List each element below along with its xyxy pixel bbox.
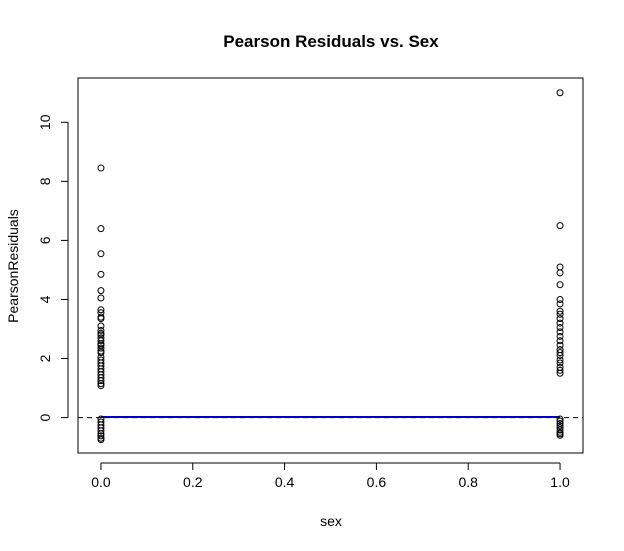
x-tick-label: 0.6 bbox=[367, 474, 387, 490]
chart-title: Pearson Residuals vs. Sex bbox=[223, 32, 439, 51]
y-tick-label: 8 bbox=[37, 177, 53, 185]
y-axis: 0 2 4 6 8 10 bbox=[37, 114, 69, 421]
data-point bbox=[556, 369, 564, 377]
data-point bbox=[97, 377, 105, 385]
data-point bbox=[556, 281, 564, 289]
x-axis-label: sex bbox=[320, 513, 342, 529]
data-point bbox=[556, 352, 564, 360]
data-point bbox=[97, 287, 105, 295]
y-axis-label: PearsonResiduals bbox=[5, 209, 21, 323]
y-tick-label: 2 bbox=[37, 354, 53, 362]
y-tick-label: 0 bbox=[37, 413, 53, 421]
y-tick-label: 10 bbox=[37, 114, 53, 130]
data-point bbox=[556, 337, 564, 345]
x-axis: 0.0 0.2 0.4 0.6 0.8 1.0 bbox=[91, 462, 570, 490]
data-point bbox=[97, 380, 105, 388]
data-point bbox=[97, 344, 105, 352]
data-point bbox=[556, 341, 564, 349]
data-point bbox=[556, 359, 564, 367]
data-point bbox=[556, 89, 564, 97]
data-point bbox=[97, 382, 105, 390]
data-point bbox=[556, 269, 564, 277]
data-point bbox=[97, 436, 105, 444]
y-tick-label: 4 bbox=[37, 295, 53, 303]
x-tick-label: 0.4 bbox=[275, 474, 295, 490]
plot-area-frame bbox=[77, 77, 584, 454]
reference-lines bbox=[78, 415, 583, 419]
data-point bbox=[556, 349, 564, 357]
data-point bbox=[556, 295, 564, 303]
data-point bbox=[97, 164, 105, 172]
data-point bbox=[556, 324, 564, 332]
data-point bbox=[556, 366, 564, 374]
data-points bbox=[97, 89, 564, 444]
data-point bbox=[556, 300, 564, 308]
data-point bbox=[97, 427, 105, 435]
data-point bbox=[97, 306, 105, 314]
y-tick-label: 6 bbox=[37, 236, 53, 244]
x-tick-label: 1.0 bbox=[550, 474, 570, 490]
data-point bbox=[556, 332, 564, 340]
x-tick-label: 0.2 bbox=[183, 474, 203, 490]
data-point bbox=[97, 315, 105, 323]
data-point bbox=[97, 322, 105, 330]
data-point bbox=[556, 319, 564, 327]
data-point bbox=[97, 294, 105, 302]
data-point bbox=[556, 417, 564, 425]
data-point bbox=[97, 225, 105, 233]
data-point bbox=[97, 270, 105, 278]
data-point bbox=[556, 356, 564, 364]
data-point bbox=[556, 426, 564, 434]
data-point bbox=[97, 250, 105, 258]
data-point bbox=[97, 349, 105, 357]
data-point bbox=[556, 315, 564, 323]
x-tick-label: 0.8 bbox=[458, 474, 478, 490]
data-point bbox=[97, 337, 105, 345]
data-point bbox=[556, 415, 564, 423]
data-point bbox=[556, 431, 564, 439]
data-point bbox=[556, 328, 564, 336]
x-tick-label: 0.0 bbox=[91, 474, 111, 490]
data-point bbox=[556, 310, 564, 318]
data-point bbox=[556, 263, 564, 271]
data-point bbox=[556, 307, 564, 315]
data-point bbox=[97, 432, 105, 440]
data-point bbox=[556, 222, 564, 230]
data-point bbox=[97, 326, 105, 334]
